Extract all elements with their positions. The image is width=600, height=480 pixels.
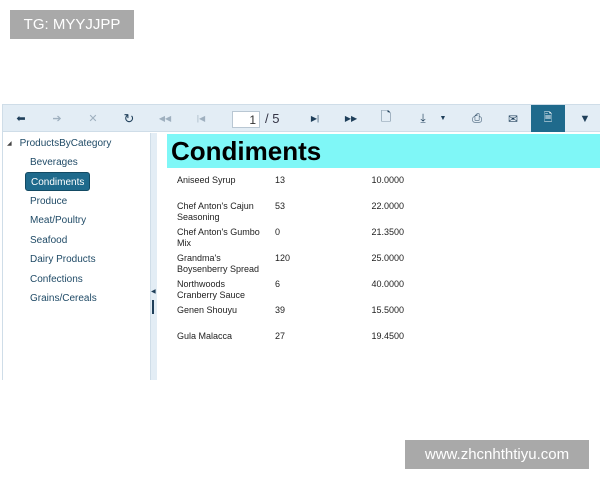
table-row: Gula Malacca 27 19.4500 <box>177 331 404 357</box>
tree-item-seafood[interactable]: Seafood <box>30 235 68 246</box>
tree-item-produce[interactable]: Produce <box>30 196 68 207</box>
page-number-input[interactable] <box>232 111 260 128</box>
tree-root-label: ProductsByCategory <box>19 138 112 149</box>
previous-page-icon[interactable]: |◀ <box>196 114 206 123</box>
refresh-icon[interactable]: ↻ <box>123 110 135 126</box>
toolbar: ⬅ ➔ ✕ ↻ ◀◀ |◀ / 5 ▶| ▶▶ 🗋 ⤓ ▼ ⎙ ✉ 🗎 ▼ <box>3 104 600 132</box>
tree-root[interactable]: ◢ ProductsByCategory <box>7 138 111 149</box>
unit-price: 25.0000 <box>371 253 404 263</box>
units-in-stock: 6 <box>275 279 281 289</box>
table-row: Aniseed Syrup 13 10.0000 <box>177 175 404 201</box>
export-icon[interactable]: ⤓ <box>420 111 426 125</box>
product-name: Gula Malacca <box>177 331 233 341</box>
tree-item-beverages[interactable]: Beverages <box>30 157 78 168</box>
table-row: Northwoods Cranberry Sauce 6 40.0000 <box>177 279 404 305</box>
first-page-icon[interactable]: ◀◀ <box>158 114 172 123</box>
watermark-top-left: TG: MYYJJPP <box>10 10 134 39</box>
product-name: Northwoods Cranberry Sauce <box>177 279 246 300</box>
print-icon[interactable]: ⎙ <box>472 111 482 125</box>
product-name: Chef Anton's Cajun Seasoning <box>177 201 254 222</box>
report-title: Condiments <box>167 134 600 168</box>
document-map-icon[interactable]: 🗎 <box>531 105 565 132</box>
tree-item-condiments[interactable]: Condiments <box>25 172 91 191</box>
tree-item-grains-cereals[interactable]: Grains/Cereals <box>30 293 97 304</box>
table-row: Genen Shouyu 39 15.5000 <box>177 305 404 331</box>
unit-price: 10.0000 <box>371 175 404 185</box>
export-dropdown-icon[interactable]: ▼ <box>439 115 447 122</box>
tree-item-meat-poultry[interactable]: Meat/Poultry <box>30 215 87 226</box>
report-table: Aniseed Syrup 13 10.0000 Chef Anton's Cajun… <box>177 175 404 357</box>
collapse-arrow-icon[interactable]: ◀ <box>151 289 156 295</box>
watermark-bottom-right: www.zhcnhthtiyu.com <box>405 440 589 469</box>
units-in-stock: 53 <box>275 201 286 211</box>
tree-item-confections[interactable]: Confections <box>30 274 83 285</box>
document-map: ◢ ProductsByCategory Beverages Condiment… <box>3 133 151 380</box>
next-page-icon[interactable]: ▶| <box>310 114 320 123</box>
units-in-stock: 27 <box>275 331 286 341</box>
email-icon[interactable]: ✉ <box>507 111 519 126</box>
report-content: Condiments Aniseed Syrup 13 10.0000 Chef An… <box>158 133 600 380</box>
units-in-stock: 13 <box>275 175 286 185</box>
back-icon[interactable]: ⬅ <box>16 113 26 125</box>
product-name: Grandma's Boysenberry Spread <box>177 253 260 274</box>
product-name: Chef Anton's Gumbo Mix <box>177 227 260 248</box>
forward-icon[interactable]: ➔ <box>52 113 62 125</box>
unit-price: 22.0000 <box>371 201 404 211</box>
table-row: Chef Anton's Gumbo Mix 0 21.3500 <box>177 227 404 253</box>
tree-item-dairy-products[interactable]: Dairy Products <box>30 254 96 265</box>
splitter[interactable]: ◀ <box>151 133 157 380</box>
unit-price: 40.0000 <box>371 279 404 289</box>
unit-price: 21.3500 <box>371 227 404 237</box>
print-layout-icon[interactable]: 🗋 <box>380 108 392 124</box>
table-row: Grandma's Boysenberry Spread 120 25.0000 <box>177 253 404 279</box>
stop-icon[interactable]: ✕ <box>88 113 98 125</box>
report-viewer: ⬅ ➔ ✕ ↻ ◀◀ |◀ / 5 ▶| ▶▶ 🗋 ⤓ ▼ ⎙ ✉ 🗎 ▼ ◢ … <box>2 104 600 380</box>
collapse-icon[interactable]: ◢ <box>7 141 12 147</box>
product-name: Genen Shouyu <box>177 305 238 315</box>
unit-price: 15.5000 <box>371 305 404 315</box>
product-name: Aniseed Syrup <box>177 175 236 185</box>
units-in-stock: 39 <box>275 305 286 315</box>
unit-price: 19.4500 <box>371 331 404 341</box>
filter-icon[interactable]: ▼ <box>579 112 591 125</box>
page-total: / 5 <box>265 111 280 126</box>
splitter-grip[interactable] <box>152 300 154 314</box>
units-in-stock: 0 <box>275 227 281 237</box>
units-in-stock: 120 <box>275 253 291 263</box>
last-page-icon[interactable]: ▶▶ <box>344 114 358 123</box>
table-row: Chef Anton's Cajun Seasoning 53 22.0000 <box>177 201 404 227</box>
